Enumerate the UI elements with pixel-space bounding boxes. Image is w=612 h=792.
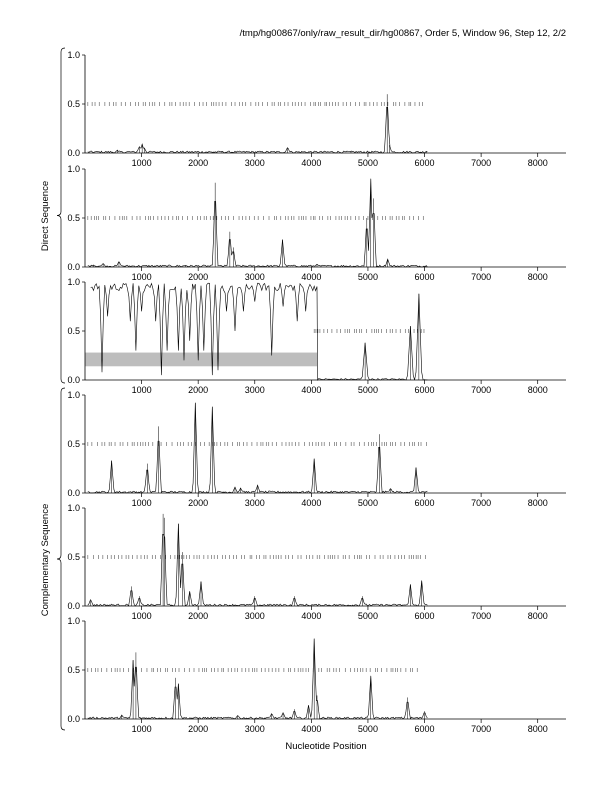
x-tick-label: 5000	[358, 498, 378, 508]
x-tick-label: 5000	[358, 385, 378, 395]
x-tick-label: 4000	[301, 272, 321, 282]
y-tick-label: 1.0	[67, 277, 80, 287]
signal-line	[90, 282, 428, 382]
x-tick-label: 5000	[358, 724, 378, 734]
x-tick-label: 5000	[358, 272, 378, 282]
x-tick-label: 7000	[471, 724, 491, 734]
x-tick-label: 1000	[132, 498, 152, 508]
group-brackets	[56, 47, 66, 731]
signal-line	[87, 523, 428, 607]
chart-panel: 0.0 0.5 1.0 1000 2000 3000 4000 5000 6000 7000 800…	[67, 616, 566, 734]
y-tick-label: 0.5	[67, 326, 80, 336]
x-tick-label: 3000	[245, 272, 265, 282]
x-tick-label: 4000	[301, 385, 321, 395]
hit-marks	[87, 668, 418, 672]
x-tick-label: 2000	[188, 498, 208, 508]
shaded-band	[85, 352, 318, 367]
chart-panel: 0.0 0.5 1.0 1000 2000 3000 4000 5000 6000 7000 800…	[67, 164, 566, 282]
x-tick-label: 1000	[132, 385, 152, 395]
y-tick-label: 1.0	[67, 50, 80, 60]
x-tick-label: 8000	[528, 272, 548, 282]
x-tick-label: 7000	[471, 385, 491, 395]
group-label-complementary: Complementary Sequence	[40, 504, 51, 616]
panels: 0.0 0.5 1.0 1000 2000 3000 4000 5000 6000 7000 800…	[67, 50, 566, 734]
chart-panel: 0.0 0.5 1.0 1000 2000 3000 4000 5000 6000 7000 800…	[67, 277, 566, 395]
x-tick-label: 8000	[528, 385, 548, 395]
y-tick-label: 0.0	[67, 601, 80, 611]
signal-line	[87, 107, 428, 154]
x-tick-label: 1000	[132, 158, 152, 168]
signal-line	[87, 638, 428, 720]
x-tick-label: 7000	[471, 498, 491, 508]
hit-marks	[87, 102, 423, 106]
y-tick-label: 0.5	[67, 213, 80, 223]
group-label-direct: Direct Sequence	[40, 181, 51, 251]
y-tick-label: 0.5	[67, 439, 80, 449]
x-tick-label: 4000	[301, 724, 321, 734]
y-tick-label: 0.0	[67, 488, 80, 498]
chart-panel: 0.0 0.5 1.0 1000 2000 3000 4000 5000 6000 7000 800…	[67, 50, 566, 168]
hit-marks	[87, 442, 427, 446]
y-tick-label: 1.0	[67, 390, 80, 400]
y-tick-label: 0.0	[67, 714, 80, 724]
y-tick-label: 0.5	[67, 552, 80, 562]
signal-line	[87, 402, 428, 494]
y-tick-label: 0.0	[67, 375, 80, 385]
group-bracket	[56, 47, 66, 384]
chart-panel: 0.0 0.5 1.0 1000 2000 3000 4000 5000 6000 7000 800…	[67, 390, 566, 508]
x-tick-label: 2000	[188, 724, 208, 734]
x-tick-label: 7000	[471, 158, 491, 168]
y-tick-label: 0.5	[67, 99, 80, 109]
x-tick-label: 5000	[358, 611, 378, 621]
x-tick-label: 4000	[301, 611, 321, 621]
x-tick-label: 7000	[471, 272, 491, 282]
x-tick-label: 8000	[528, 724, 548, 734]
x-tick-label: 3000	[245, 611, 265, 621]
x-tick-label: 1000	[132, 724, 152, 734]
x-tick-label: 6000	[415, 385, 435, 395]
x-tick-label: 6000	[415, 272, 435, 282]
x-tick-label: 2000	[188, 611, 208, 621]
figure-header: /tmp/hg00867/only/raw_result_dir/hg00867…	[240, 28, 566, 39]
hit-marks	[87, 555, 426, 559]
chart-panel: 0.0 0.5 1.0 1000 2000 3000 4000 5000 6000 7000 800…	[67, 503, 566, 621]
x-tick-label: 6000	[415, 158, 435, 168]
y-tick-label: 1.0	[67, 616, 80, 626]
x-tick-label: 3000	[245, 158, 265, 168]
hit-marks	[313, 329, 425, 333]
x-tick-label: 3000	[245, 385, 265, 395]
x-tick-label: 6000	[415, 611, 435, 621]
signal-line	[87, 178, 428, 268]
y-tick-label: 1.0	[67, 164, 80, 174]
x-tick-label: 4000	[301, 158, 321, 168]
x-tick-label: 7000	[471, 611, 491, 621]
x-tick-label: 1000	[132, 611, 152, 621]
x-tick-label: 6000	[415, 724, 435, 734]
group-bracket	[56, 387, 66, 731]
y-tick-label: 1.0	[67, 503, 80, 513]
hit-marks	[87, 216, 424, 220]
x-tick-label: 8000	[528, 158, 548, 168]
y-tick-label: 0.5	[67, 665, 80, 675]
x-tick-label: 8000	[528, 611, 548, 621]
y-tick-label: 0.0	[67, 148, 80, 158]
x-tick-label: 3000	[245, 498, 265, 508]
y-tick-label: 0.0	[67, 262, 80, 272]
x-tick-label: 4000	[301, 498, 321, 508]
x-axis-label: Nucleotide Position	[285, 741, 366, 752]
x-tick-label: 8000	[528, 498, 548, 508]
x-tick-label: 3000	[245, 724, 265, 734]
x-tick-label: 5000	[358, 158, 378, 168]
x-tick-label: 2000	[188, 385, 208, 395]
x-tick-label: 2000	[188, 158, 208, 168]
x-tick-label: 6000	[415, 498, 435, 508]
x-tick-label: 2000	[188, 272, 208, 282]
x-tick-label: 1000	[132, 272, 152, 282]
